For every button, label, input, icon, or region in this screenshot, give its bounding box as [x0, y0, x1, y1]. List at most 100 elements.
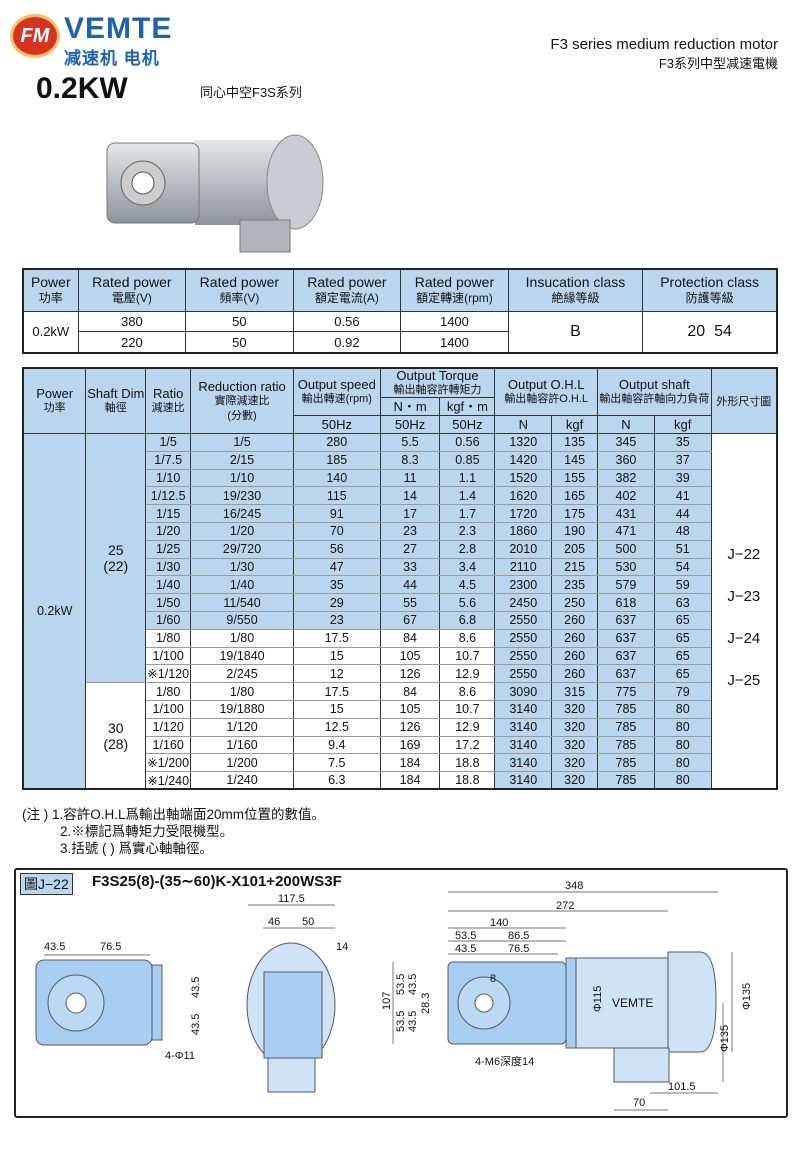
current: 0.56 — [292, 310, 402, 333]
cell: 3140 — [494, 699, 553, 719]
cell: 1/120 — [145, 717, 192, 737]
cell: 185 — [292, 450, 381, 470]
cell: 126 — [379, 664, 441, 684]
dim-label: 43.5 — [190, 1013, 202, 1035]
table-row: 30 (28) 1/80 1/80 17.5 84 8.6 3090 315 775 79 — [23, 682, 777, 790]
cell: 260 — [551, 646, 599, 666]
dim-label: 53.5 — [395, 1010, 407, 1032]
cell: 51 — [653, 539, 712, 559]
cell: 35 — [292, 575, 381, 595]
cell: 1/20 — [190, 521, 294, 541]
unit-hz: 50Hz — [439, 415, 496, 434]
col-dims: 外形尺寸圖 — [710, 367, 778, 434]
cell: 9/550 — [190, 610, 294, 630]
cell: 79 — [653, 682, 712, 701]
unit-hz: 50Hz — [292, 415, 381, 434]
dims-ref-link[interactable]: J−24 — [727, 630, 761, 647]
cell: 12 — [292, 664, 381, 684]
spec-table: Power 功率 Shaft Dim 軸徑 Ratio 減速比 Reduction r… — [22, 367, 778, 791]
dims-ref-link[interactable]: J−23 — [727, 588, 761, 605]
cell: 23 — [292, 610, 381, 630]
cell: 1/40 — [145, 575, 192, 595]
cell: 1.4 — [439, 486, 496, 506]
cell: ※1/240 — [145, 771, 192, 790]
cell: 618 — [597, 593, 655, 612]
dim-label: 14 — [336, 941, 349, 953]
cell: 320 — [551, 699, 599, 719]
cell: 1/160 — [190, 735, 294, 755]
cell: 1.1 — [439, 468, 496, 488]
cell: 1/15 — [145, 504, 192, 523]
cell: 1/80 — [190, 682, 294, 701]
col-ratio: Ratio 減速比 — [145, 367, 192, 434]
cell: 431 — [597, 504, 655, 523]
dim-label: 43.5 — [407, 973, 419, 995]
dim-label: 101.5 — [668, 1081, 696, 1093]
cell: 18.8 — [439, 771, 496, 790]
cell: 1/100 — [145, 699, 192, 719]
cell: 80 — [653, 717, 712, 737]
cell: 126 — [379, 717, 441, 737]
cell: 4.5 — [439, 575, 496, 595]
cell: 2550 — [494, 610, 553, 630]
cell: 260 — [551, 610, 599, 630]
dim-label: Φ135 — [741, 982, 753, 1010]
cell: 8.3 — [379, 450, 441, 470]
cell: 135 — [551, 433, 599, 452]
col-reduction: Reduction ratio 實際減速比 (分數) — [190, 367, 294, 434]
cell: 140 — [292, 468, 381, 488]
shaft-dim-cell: 30 (28) — [85, 682, 147, 790]
cell: 2300 — [494, 575, 553, 595]
cell: 1620 — [494, 486, 553, 506]
note-2: 2.※標記爲轉矩力受限機型。 — [60, 824, 234, 839]
table-row: 1/25 29/720 56 27 2.8 2010 205 500 51 — [23, 539, 777, 559]
table-row: 1/60 9/550 23 67 6.8 2550 260 637 65 — [23, 610, 777, 630]
cell: 2.8 — [439, 539, 496, 559]
cell: 18.8 — [439, 753, 496, 773]
cell: 54 — [653, 557, 712, 577]
cell: 17.5 — [292, 682, 381, 701]
cell: 2.3 — [439, 521, 496, 541]
cell: 12.5 — [292, 717, 381, 737]
frequency: 50 — [185, 331, 294, 354]
cell: 1/12.5 — [145, 486, 192, 506]
cell: 56 — [292, 539, 381, 559]
dim-label: 50 — [302, 916, 315, 928]
table-row: 1/120 1/120 12.5 126 12.9 3140 320 785 80 — [23, 717, 777, 737]
cell: 12.9 — [439, 664, 496, 684]
cell: 37 — [653, 450, 712, 470]
cell: 12.9 — [439, 717, 496, 737]
cell: 67 — [379, 610, 441, 630]
cell: 16/245 — [190, 504, 294, 523]
cell: 19/1880 — [190, 699, 294, 719]
cell: 785 — [597, 699, 655, 719]
col-torque: Output Torque 輸出軸容許轉矩力 — [379, 367, 496, 398]
cell: 637 — [597, 610, 655, 630]
col-power: Power 功率 — [22, 367, 87, 434]
cell: 3140 — [494, 771, 553, 790]
cell: 2450 — [494, 593, 553, 612]
dim-label: 8 — [490, 973, 497, 985]
cell: 3140 — [494, 717, 553, 737]
cell: 65 — [653, 646, 712, 666]
dims-ref-link[interactable]: J−22 — [727, 546, 761, 563]
cell: 10.7 — [439, 646, 496, 666]
table-row: 1/30 1/30 47 33 3.4 2110 215 530 54 — [23, 557, 777, 577]
dims-ref-link[interactable]: J−25 — [727, 672, 761, 689]
dim-label: 76.5 — [100, 941, 122, 953]
cell: 63 — [653, 593, 712, 612]
cell: 44 — [379, 575, 441, 595]
frequency: 50 — [185, 310, 294, 333]
cell: 65 — [653, 664, 712, 684]
insulation-class: B — [507, 310, 644, 354]
cell: 5.5 — [379, 433, 441, 452]
cell: 1/30 — [145, 557, 192, 577]
cell: 8.6 — [439, 628, 496, 648]
cell: 250 — [551, 593, 599, 612]
cell: 65 — [653, 628, 712, 648]
cell: 0.85 — [439, 450, 496, 470]
cell: 260 — [551, 628, 599, 648]
cell: 2010 — [494, 539, 553, 559]
cell: 175 — [551, 504, 599, 523]
shaft-dim-cell: 25 (22) — [85, 432, 147, 684]
